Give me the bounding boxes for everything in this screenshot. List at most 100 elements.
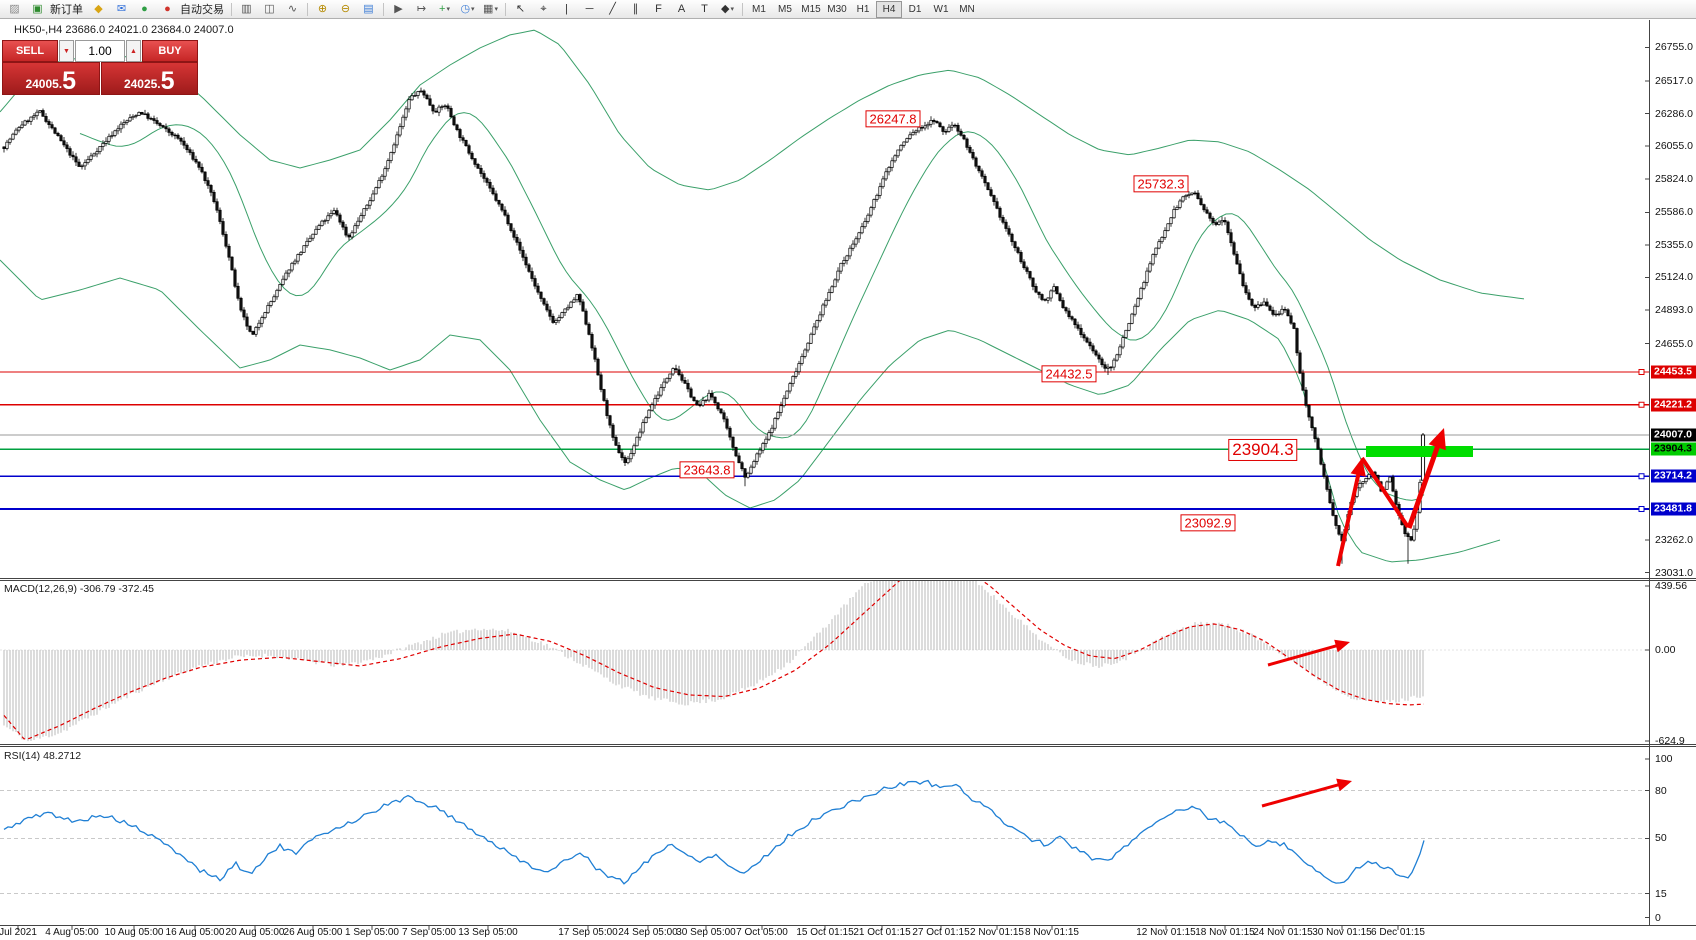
time-axis-label: 21 Oct 01:15 xyxy=(853,927,911,938)
time-axis-label: 30 Sep 05:00 xyxy=(676,927,736,938)
timeframe-button-mn[interactable]: MN xyxy=(959,3,975,15)
rsi-tick-label: 0 xyxy=(1655,911,1661,924)
zoom-out-icon[interactable]: ⊖ xyxy=(340,2,351,15)
price-annotation-label[interactable]: 23643.8 xyxy=(679,461,735,479)
time-axis-label: 7 Oct 05:00 xyxy=(736,927,788,938)
candlestick-icon[interactable]: ◫ xyxy=(264,2,275,15)
timeframe-button-h4[interactable]: H4 xyxy=(876,0,902,18)
toolbar: ▨ ▣ 新订单 ◆ ✉ ● ● 自动交易 ▥ ◫ ∿ ⊕ ⊖ ▤ ▶ ↦ + ▾ ◷ ▾ ▦ ▾ ↖ ⌖ | ─ ╱ ∥ F A T ◆ ▾ M1… xyxy=(0,0,1696,19)
line-chart-icon[interactable]: ∿ xyxy=(287,2,298,15)
lot-size-input[interactable]: 1.00 xyxy=(75,40,125,62)
rsi-tick-label: 15 xyxy=(1655,887,1667,900)
trendline-icon[interactable]: ╱ xyxy=(609,2,616,15)
time-axis-label: 12 Nov 01:15 xyxy=(1136,927,1196,938)
hline-icon[interactable]: ─ xyxy=(585,2,594,15)
time-axis-label: 16 Aug 05:00 xyxy=(165,927,225,938)
new-order-label[interactable]: 新订单 xyxy=(50,4,83,16)
toolbar-separator xyxy=(307,2,308,16)
price-annotation-label[interactable]: 26247.8 xyxy=(865,110,921,128)
time-axis-label: 30 Nov 01:15 xyxy=(1312,927,1372,938)
axis-price-badge: 24453.5 xyxy=(1651,365,1696,379)
price-annotation-label[interactable]: 23092.9 xyxy=(1180,514,1236,532)
time-axis-label: 24 Sep 05:00 xyxy=(618,927,678,938)
toolbar-separator xyxy=(505,2,506,16)
time-axis-label: 20 Aug 05:00 xyxy=(225,927,285,938)
market-watch-icon[interactable]: ◆ xyxy=(94,2,103,15)
axis-price-badge: 24221.2 xyxy=(1651,398,1696,412)
time-axis-label: Jul 2021 xyxy=(0,927,37,938)
axis-price-badge: 23904.3 xyxy=(1651,442,1696,456)
price-tick-label: 24655.0 xyxy=(1655,337,1693,350)
add-indicator-icon[interactable]: + ▾ xyxy=(439,2,450,15)
time-axis-label: 17 Sep 05:00 xyxy=(558,927,618,938)
buy-price[interactable]: 24025. 5 xyxy=(100,62,198,95)
price-tick-label: 23262.0 xyxy=(1655,534,1693,546)
price-tick-label: 25824.0 xyxy=(1655,172,1693,185)
template-icon[interactable]: ▦ ▾ xyxy=(483,2,498,15)
rsi-tick-label: 80 xyxy=(1655,784,1667,797)
chart-symbol-title: HK50-,H4 23686.0 24021.0 23684.0 24007.0 xyxy=(14,24,234,36)
timeframe-button-m30[interactable]: M30 xyxy=(827,3,847,15)
sell-button[interactable]: SELL xyxy=(2,40,58,62)
axis-price-badge: 23481.8 xyxy=(1651,502,1696,516)
sell-price[interactable]: 24005. 5 xyxy=(2,62,100,95)
price-tick-label: 26517.0 xyxy=(1655,75,1693,88)
price-annotation-label[interactable]: 25732.3 xyxy=(1133,175,1189,193)
arrows-icon[interactable]: ◆ ▾ xyxy=(721,2,734,15)
time-axis-label: 26 Aug 05:00 xyxy=(283,927,343,938)
timeframe-button-m5[interactable]: M5 xyxy=(778,3,792,15)
price-annotation-label[interactable]: 23904.3 xyxy=(1228,438,1298,462)
price-tick-label: 25355.0 xyxy=(1655,238,1693,251)
signals-icon[interactable]: ● xyxy=(141,2,148,15)
toolbar-separator xyxy=(231,2,232,16)
chart-shift-icon[interactable]: ↦ xyxy=(416,2,427,15)
time-axis-label: 4 Aug 05:00 xyxy=(45,927,99,938)
lot-decrease-button[interactable]: ▼ xyxy=(59,40,74,62)
timeframe-button-h1[interactable]: H1 xyxy=(856,3,870,15)
axis-price-badge: 23714.2 xyxy=(1651,469,1696,483)
price-annotation-label[interactable]: 24432.5 xyxy=(1041,365,1097,383)
text-icon[interactable]: A xyxy=(677,2,686,15)
macd-tick-label: 439.56 xyxy=(1655,580,1688,593)
buy-button[interactable]: BUY xyxy=(142,40,198,62)
period-icon[interactable]: ◷ ▾ xyxy=(460,2,475,15)
time-axis-label: 13 Sep 05:00 xyxy=(458,927,518,938)
rsi-tick-label: 50 xyxy=(1655,832,1667,845)
macd-indicator-label: MACD(12,26,9) -306.79 -372.45 xyxy=(4,583,155,595)
lot-increase-button[interactable]: ▲ xyxy=(126,40,141,62)
label-icon[interactable]: T xyxy=(701,2,708,15)
price-tick-label: 26055.0 xyxy=(1655,140,1693,153)
bar-chart-icon[interactable]: ▥ xyxy=(241,2,252,15)
time-axis-label: 8 Nov 01:15 xyxy=(1025,927,1079,938)
one-click-trading-panel: SELL ▼ 1.00 ▲ BUY 24005. 5 24025. 5 xyxy=(2,40,198,95)
tile-windows-icon[interactable]: ▤ xyxy=(363,2,374,15)
time-axis-label: 2 Nov 01:15 xyxy=(970,927,1024,938)
auto-trading-icon[interactable]: ● xyxy=(164,2,171,15)
time-axis-label: 1 Sep 05:00 xyxy=(345,927,399,938)
auto-trading-label[interactable]: 自动交易 xyxy=(180,4,224,16)
price-tick-label: 23031.0 xyxy=(1655,566,1693,579)
fibonacci-icon[interactable]: F xyxy=(655,2,662,15)
mail-icon[interactable]: ✉ xyxy=(116,2,127,15)
timeframe-button-m15[interactable]: M15 xyxy=(801,3,821,15)
new-order-icon[interactable]: ▣ xyxy=(32,2,43,15)
auto-scroll-icon[interactable]: ▶ xyxy=(394,2,403,15)
price-tick-label: 24893.0 xyxy=(1655,304,1693,317)
time-axis-label: 6 Dec 01:15 xyxy=(1371,927,1425,938)
timeframe-button-d1[interactable]: D1 xyxy=(908,3,922,15)
toolbar-separator xyxy=(383,2,384,16)
axis-price-badge: 24007.0 xyxy=(1651,428,1696,442)
timeframe-button-w1[interactable]: W1 xyxy=(933,3,949,15)
zoom-in-icon[interactable]: ⊕ xyxy=(317,2,328,15)
price-tick-label: 25586.0 xyxy=(1655,206,1693,219)
time-axis-label: 7 Sep 05:00 xyxy=(402,927,456,938)
crosshair-icon[interactable]: ⌖ xyxy=(540,2,547,15)
channel-icon[interactable]: ∥ xyxy=(632,2,639,15)
vline-icon[interactable]: | xyxy=(565,2,568,15)
window-icon[interactable]: ▨ xyxy=(9,2,20,15)
time-axis-label: 10 Aug 05:00 xyxy=(104,927,164,938)
timeframe-button-m1[interactable]: M1 xyxy=(752,3,766,15)
cursor-icon[interactable]: ↖ xyxy=(515,2,526,15)
